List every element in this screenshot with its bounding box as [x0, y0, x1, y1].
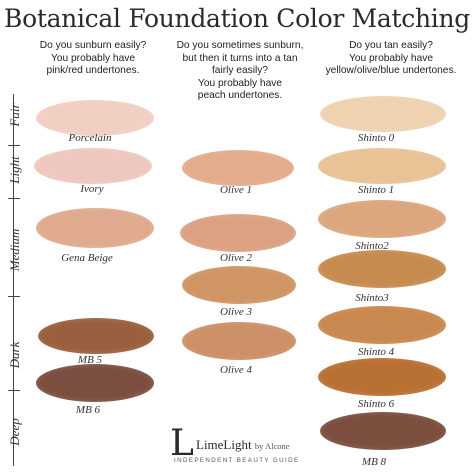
limelight-logo: L LimeLight by Alcone INDEPENDENT BEAUTY… — [170, 423, 470, 471]
swatch-shinto-4 — [318, 306, 446, 344]
scale-tick — [8, 390, 20, 392]
logo-tagline: INDEPENDENT BEAUTY GUIDE — [174, 457, 300, 464]
swatch-shinto-0 — [320, 96, 446, 132]
shade-label-olive-4: Olive 4 — [219, 364, 253, 376]
question-line: Do you sunburn easily? — [39, 40, 147, 51]
swatch-shinto-6 — [318, 358, 446, 396]
swatch-olive-3 — [182, 266, 296, 304]
question-line: but then it turns into a tan — [182, 52, 298, 64]
shade-label-mb-5: MB 5 — [77, 354, 103, 366]
shade-label-olive-3: Olive 3 — [219, 306, 253, 318]
swatch-shinto3 — [318, 250, 446, 288]
question-line: pink/red undertones. — [46, 65, 140, 76]
shade-label-ivory: Ivory — [80, 183, 104, 195]
question-peach-undertone: Do you sometimes sunburn, but then it tu… — [165, 40, 315, 103]
scale-label-dark: Dark — [7, 341, 22, 369]
shade-label-porcelain: Porcelain — [68, 132, 112, 144]
question-pink-undertone: Do you sunburn easily? You probably have… — [18, 40, 168, 78]
shade-label-shinto-0: Shinto 0 — [357, 132, 395, 144]
swatch-mb-6 — [36, 364, 154, 402]
swatch-olive-2 — [180, 214, 296, 252]
scale-tick — [8, 296, 20, 298]
question-line: You probably have — [197, 77, 283, 89]
scale-label-light: Light — [7, 156, 22, 184]
scale-tick — [8, 198, 20, 200]
shade-label-olive-1: Olive 1 — [219, 184, 253, 196]
shade-label-mb-6: MB 6 — [75, 404, 101, 416]
logo-brand: LimeLight — [196, 437, 252, 452]
swatch-mb-8 — [320, 412, 446, 450]
swatch-mb-5 — [38, 318, 154, 354]
shade-label-mb-8: MB 8 — [361, 456, 387, 468]
scale-label-fair: Fair — [7, 103, 22, 127]
question-line: You probably have — [50, 52, 136, 64]
swatch-olive-1 — [182, 150, 294, 186]
logo-by: by Alcone — [254, 441, 290, 451]
shade-label-shinto2: Shinto2 — [355, 240, 389, 252]
question-line: Do you sometimes sunburn, — [176, 40, 304, 51]
swatch-porcelain — [36, 100, 154, 136]
scale-tick — [8, 145, 20, 147]
question-line: You probably have — [348, 52, 434, 64]
question-line: fairly easily? — [211, 65, 269, 76]
swatch-shinto2 — [318, 200, 446, 238]
logo-mark: L — [170, 423, 194, 464]
shade-label-olive-2: Olive 2 — [219, 252, 253, 264]
shade-label-shinto-6: Shinto 6 — [357, 398, 395, 410]
swatch-ivory — [34, 148, 152, 184]
swatch-gena-beige — [36, 208, 154, 248]
question-line: peach undertones. — [197, 90, 283, 101]
question-line: yellow/olive/blue undertones. — [325, 65, 457, 76]
shade-label-shinto3: Shinto3 — [355, 292, 389, 304]
scale-label-deep: Deep — [7, 418, 22, 446]
swatch-olive-4 — [182, 322, 296, 360]
question-line: Do you tan easily? — [349, 40, 433, 51]
depth-scale-line — [13, 94, 15, 466]
shade-label-gena-beige: Gena Beige — [61, 252, 113, 264]
logo-name: LimeLight by Alcone — [196, 437, 290, 453]
scale-label-medium: Medium — [7, 228, 22, 272]
question-yellow-undertone: Do you tan easily? You probably have yel… — [312, 40, 470, 78]
page-title: Botanical Foundation Color Matching — [4, 4, 470, 33]
shade-label-shinto-1: Shinto 1 — [357, 184, 395, 196]
shade-label-shinto-4: Shinto 4 — [357, 346, 395, 358]
swatch-shinto-1 — [318, 148, 446, 184]
